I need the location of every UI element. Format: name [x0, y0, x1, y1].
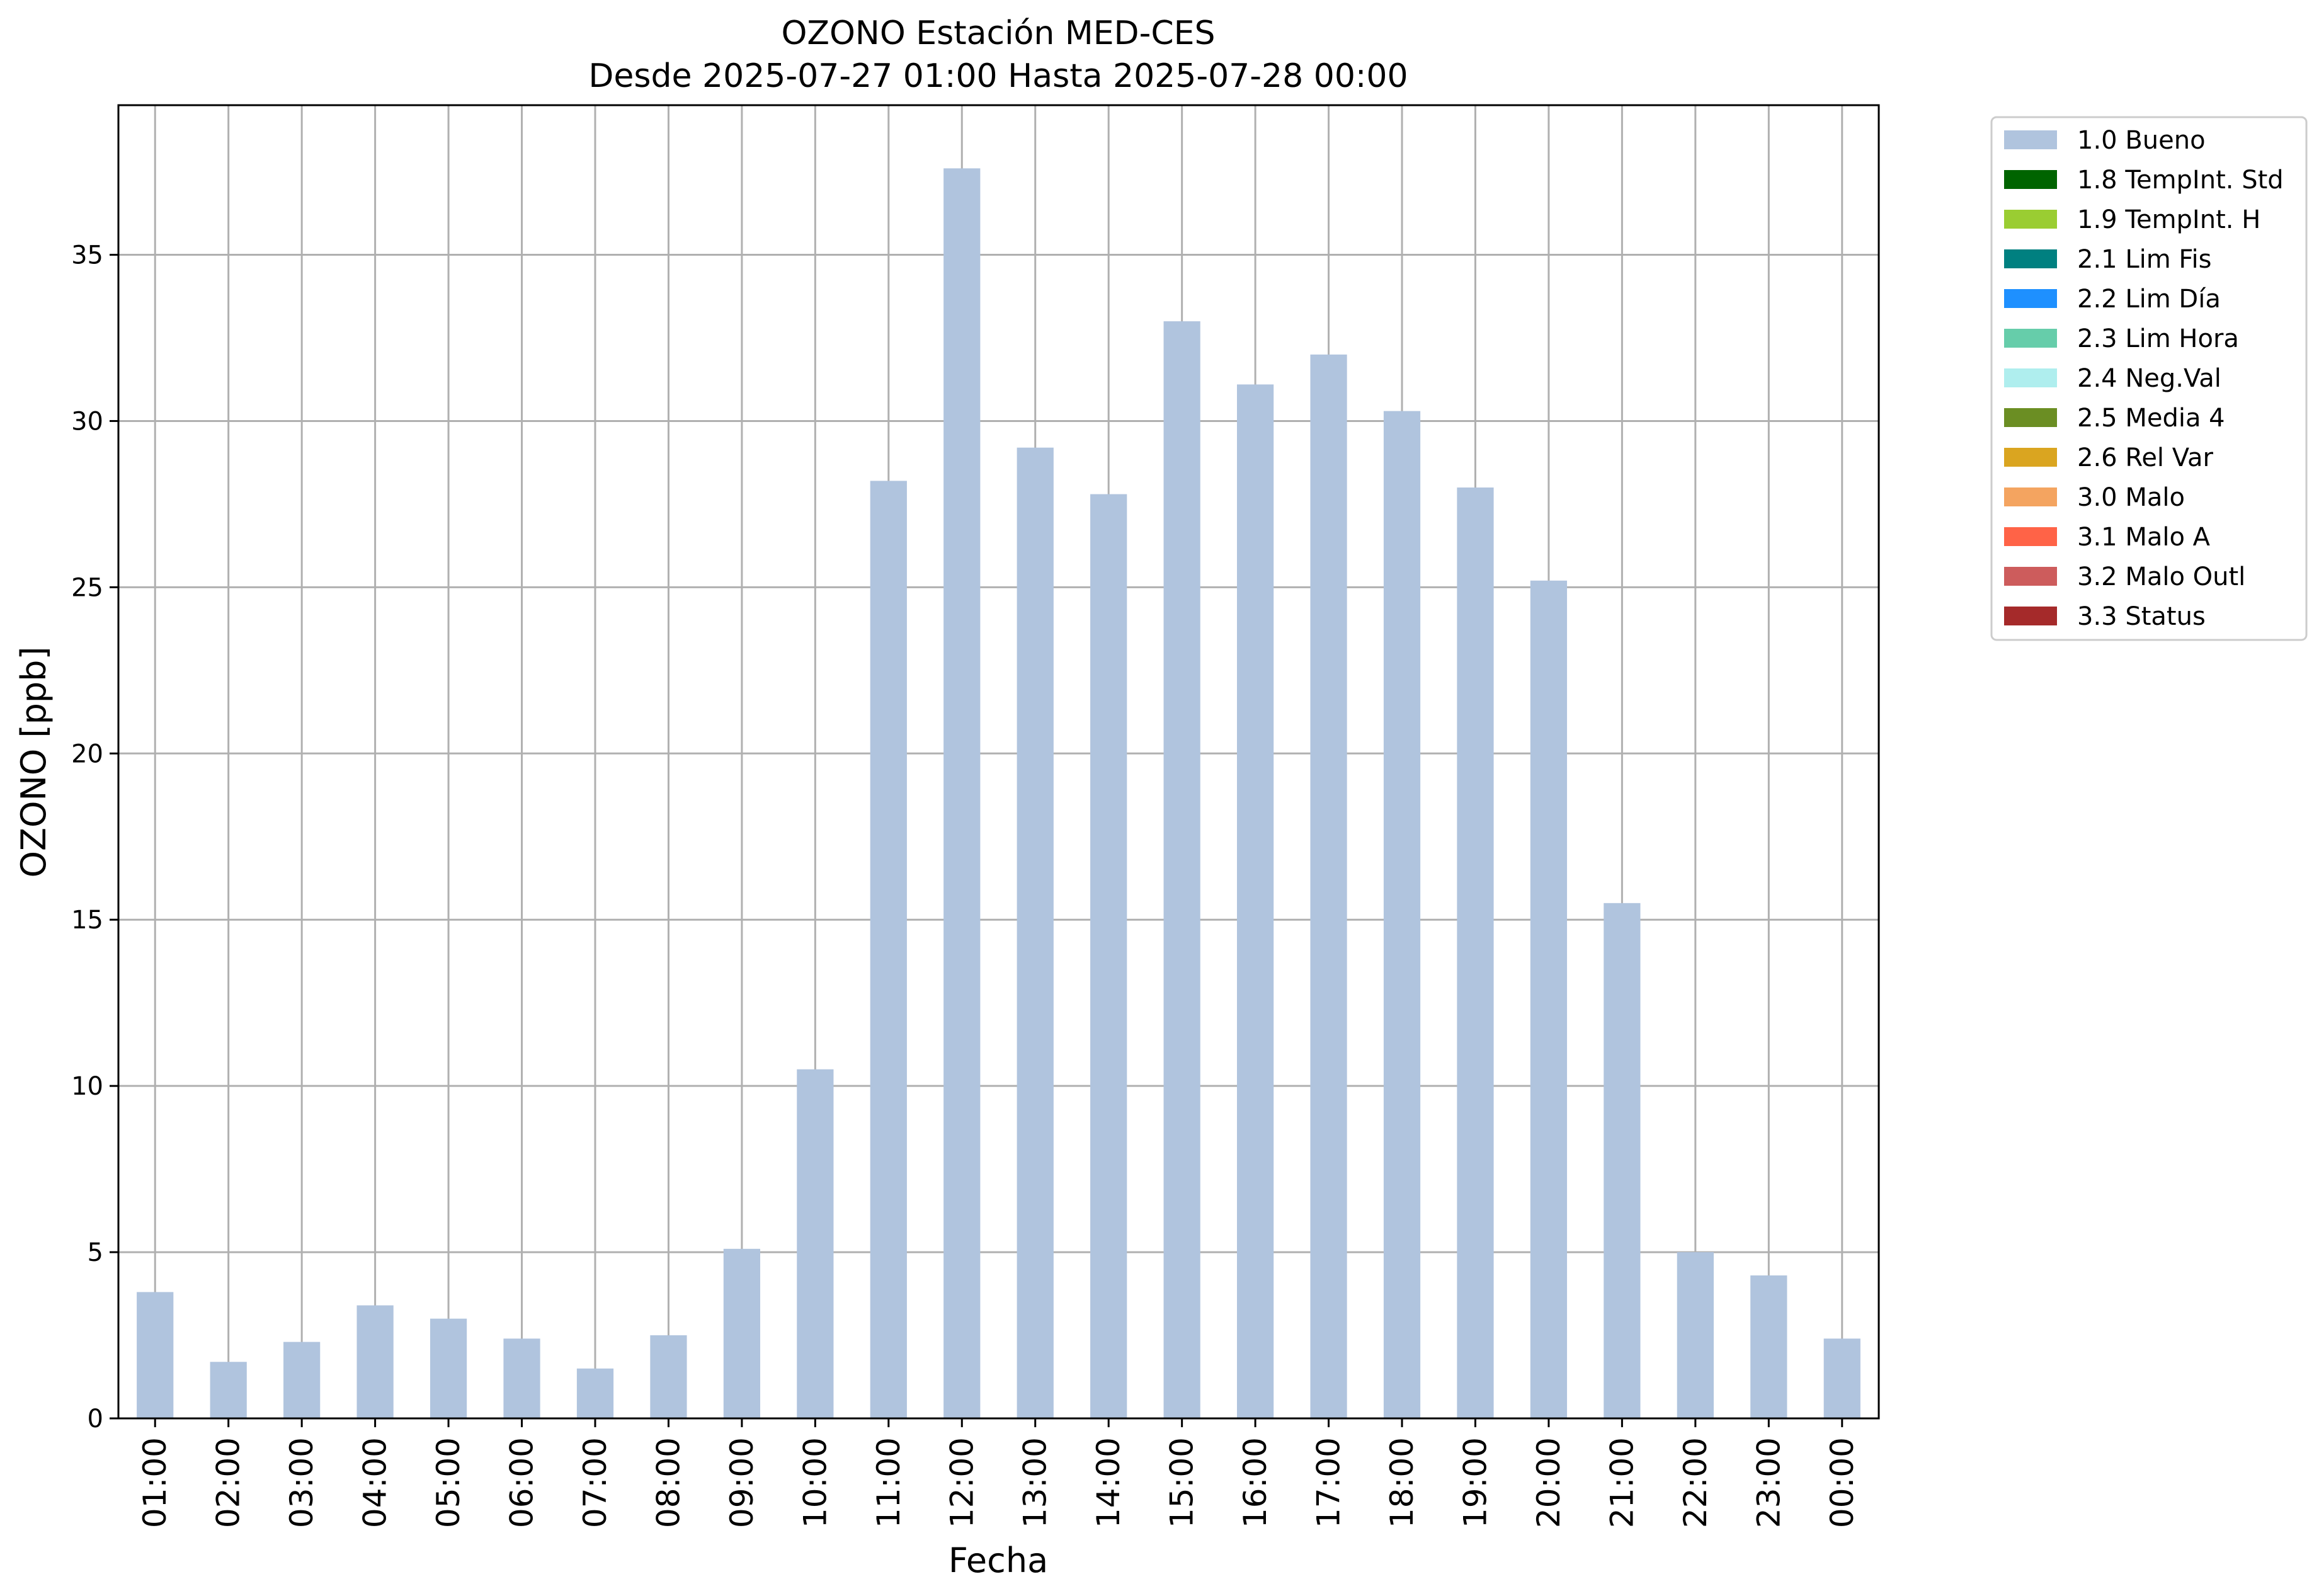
legend-label: 1.0 Bueno — [2077, 126, 2206, 155]
x-tick-label: 13:00 — [1017, 1437, 1054, 1528]
x-tick-label: 02:00 — [210, 1437, 247, 1528]
legend-label: 1.8 TempInt. Std — [2077, 166, 2284, 195]
x-tick-label: 01:00 — [137, 1437, 173, 1528]
y-axis-label: OZONO [ppb] — [14, 646, 54, 877]
y-tick-label: 20 — [71, 739, 103, 768]
y-tick-label: 0 — [88, 1405, 103, 1434]
bars — [137, 168, 1860, 1419]
x-tick-label: 15:00 — [1164, 1437, 1200, 1528]
legend-label: 3.2 Malo Outl — [2077, 562, 2245, 591]
x-tick-label: 19:00 — [1457, 1437, 1493, 1528]
chart-title: OZONO Estación MED-CES — [781, 14, 1215, 52]
legend-swatch — [2004, 130, 2057, 149]
legend-label: 1.9 TempInt. H — [2077, 205, 2260, 234]
bar-1100 — [870, 481, 907, 1418]
y-tick-label: 25 — [71, 573, 103, 602]
legend-swatch — [2004, 210, 2057, 229]
legend-swatch — [2004, 448, 2057, 467]
y-tick-label: 35 — [71, 241, 103, 270]
x-axis-label: Fecha — [949, 1541, 1048, 1580]
bar-1400 — [1090, 494, 1127, 1418]
legend-swatch — [2004, 487, 2057, 506]
bar-2000 — [1530, 580, 1568, 1419]
chart-subtitle: Desde 2025-07-27 01:00 Hasta 2025-07-28 … — [588, 57, 1408, 95]
legend-frame — [1990, 116, 2308, 641]
bar-1900 — [1457, 487, 1494, 1418]
legend-swatch — [2004, 329, 2057, 348]
x-tick-label: 12:00 — [943, 1437, 980, 1528]
legend-swatch — [2004, 289, 2057, 308]
y-tick-label: 30 — [71, 407, 103, 436]
x-tick-label: 04:00 — [357, 1437, 394, 1528]
x-tick-label: 09:00 — [724, 1437, 760, 1528]
x-tick-label: 10:00 — [797, 1437, 833, 1528]
y-tick-label: 5 — [88, 1238, 103, 1267]
x-tick-label: 05:00 — [430, 1437, 467, 1528]
legend-label: 3.1 Malo A — [2077, 523, 2211, 552]
x-axis-ticks: 01:00 02:00 03:00 04:00 05:00 06:00 07:00 08:00… — [137, 1418, 1860, 1528]
legend-label: 2.6 Rel Var — [2077, 443, 2214, 472]
legend-swatch — [2004, 567, 2057, 586]
y-axis-ticks: 0 5 10 15 20 25 30 35 — [71, 241, 118, 1434]
x-tick-label: 17:00 — [1311, 1437, 1347, 1528]
x-tick-label: 00:00 — [1824, 1437, 1860, 1528]
bar-1800 — [1383, 411, 1421, 1418]
x-tick-label: 06:00 — [504, 1437, 540, 1528]
x-tick-label: 21:00 — [1604, 1437, 1640, 1528]
bar-0900 — [723, 1248, 761, 1418]
x-tick-label: 18:00 — [1384, 1437, 1420, 1528]
bar-0600 — [503, 1338, 540, 1418]
legend-label: 2.5 Media 4 — [2077, 404, 2225, 433]
legend-label: 2.4 Neg.Val — [2077, 364, 2221, 393]
bar-0500 — [430, 1318, 467, 1418]
y-tick-label: 10 — [71, 1072, 103, 1101]
bar-1700 — [1310, 354, 1347, 1419]
bar-1600 — [1236, 384, 1274, 1419]
bar-0400 — [356, 1305, 394, 1418]
bar-0800 — [650, 1335, 687, 1418]
x-tick-label: 08:00 — [650, 1437, 687, 1528]
bar-1500 — [1163, 321, 1200, 1418]
legend-label: 2.3 Lim Hora — [2077, 324, 2239, 353]
legend-label: 2.1 Lim Fis — [2077, 245, 2211, 274]
legend: 1.0 Bueno 1.8 TempInt. Std 1.9 TempInt. H 2… — [1990, 116, 2308, 641]
legend-swatch — [2004, 249, 2057, 268]
legend-swatch — [2004, 408, 2057, 427]
legend-label: 3.0 Malo — [2077, 483, 2185, 512]
y-tick-label: 15 — [71, 906, 103, 935]
bar-1300 — [1017, 447, 1054, 1418]
x-tick-label: 16:00 — [1237, 1437, 1273, 1528]
bar-2100 — [1604, 903, 1641, 1418]
bar-0300 — [283, 1342, 321, 1418]
bar-0200 — [210, 1362, 247, 1418]
legend-label: 3.3 Status — [2077, 602, 2206, 631]
bar-0000 — [1823, 1338, 1860, 1418]
bar-0700 — [576, 1368, 614, 1418]
x-tick-label: 07:00 — [577, 1437, 613, 1528]
x-tick-label: 23:00 — [1750, 1437, 1787, 1528]
bar-0100 — [137, 1292, 174, 1418]
legend-swatch — [2004, 607, 2057, 625]
plot-frame — [117, 104, 1880, 1420]
bar-2200 — [1677, 1252, 1714, 1418]
x-tick-label: 03:00 — [283, 1437, 320, 1528]
bar-1000 — [797, 1069, 834, 1418]
legend-swatch — [2004, 170, 2057, 189]
legend-swatch — [2004, 368, 2057, 387]
bar-1200 — [943, 168, 981, 1418]
x-tick-label: 14:00 — [1090, 1437, 1127, 1528]
x-tick-label: 20:00 — [1530, 1437, 1567, 1528]
bar-2300 — [1750, 1275, 1787, 1418]
x-tick-label: 11:00 — [870, 1437, 907, 1528]
legend-swatch — [2004, 527, 2057, 546]
x-tick-label: 22:00 — [1677, 1437, 1714, 1528]
legend-label: 2.2 Lim Día — [2077, 285, 2221, 314]
